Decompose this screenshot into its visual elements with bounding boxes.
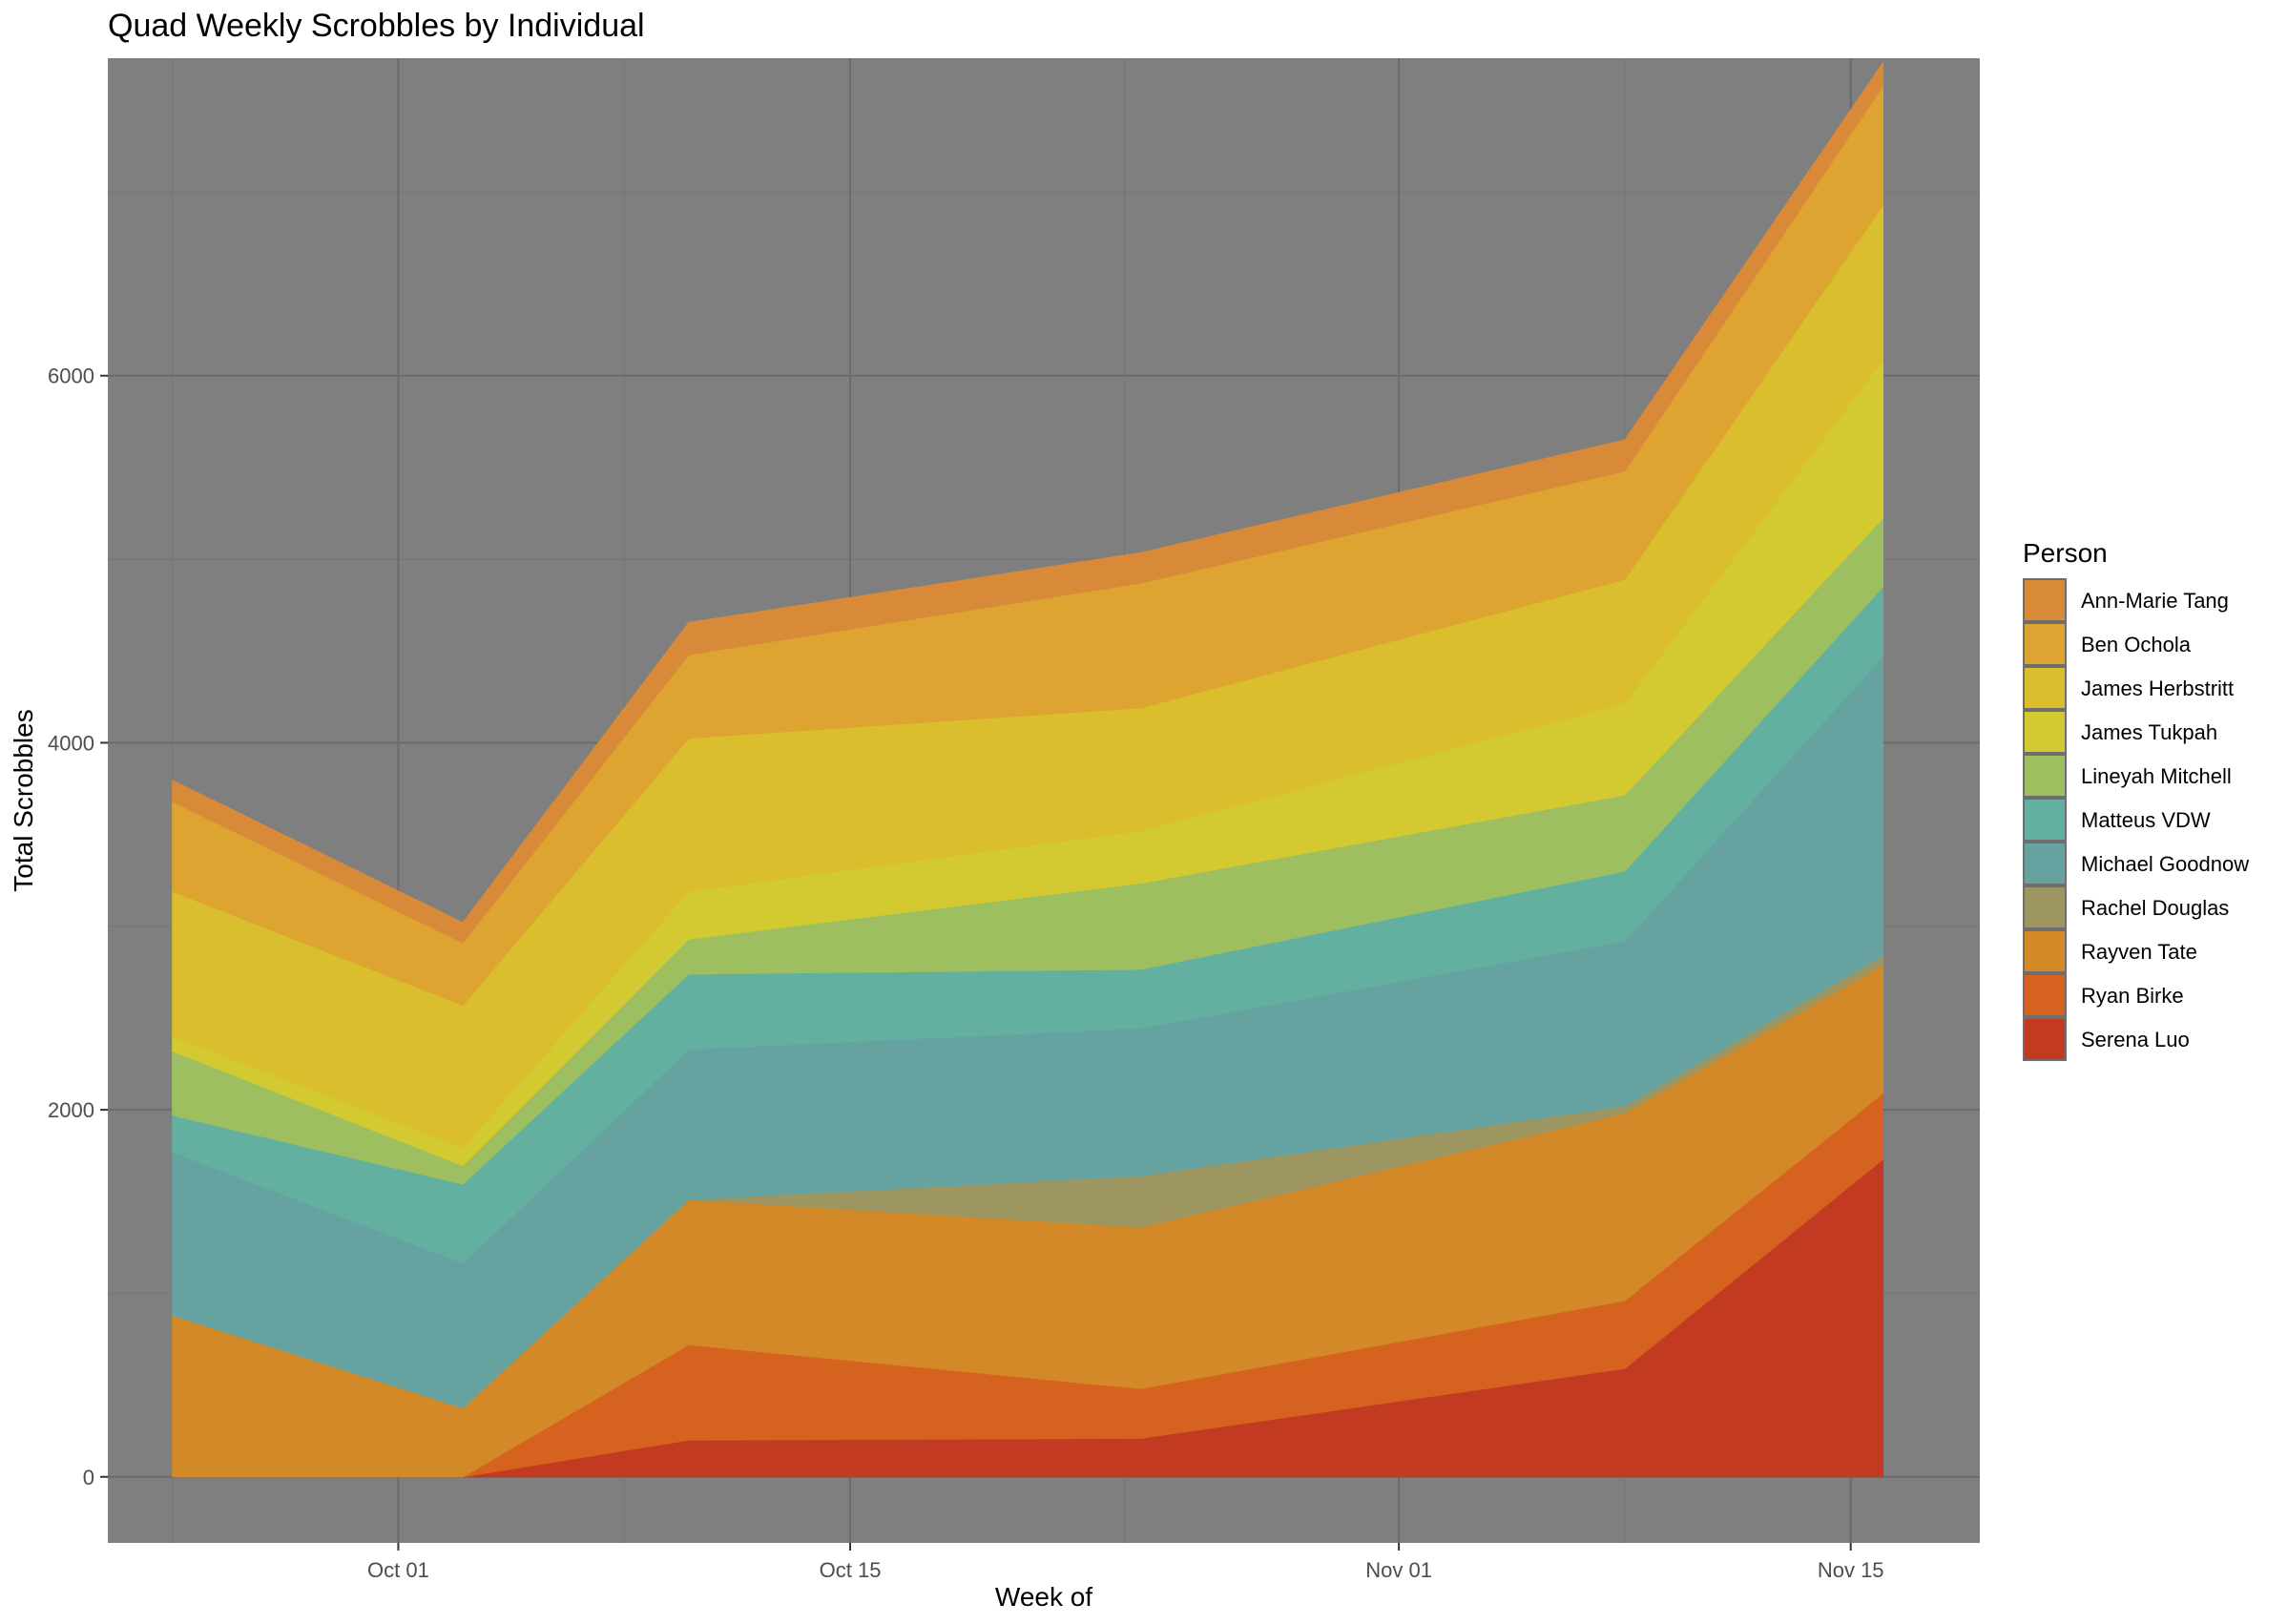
x-tick-label: Oct 15: [820, 1558, 882, 1582]
x-tick-label: Oct 01: [367, 1558, 429, 1582]
legend-label: James Tukpah: [2081, 720, 2217, 744]
legend-key-ann-marie-tang: [2023, 578, 2067, 622]
area-ann-marie-tang: [172, 61, 1883, 944]
y-axis: 0 2000 4000 6000: [48, 364, 108, 1489]
legend-label: Lineyah Mitchell: [2081, 764, 2232, 788]
legend-label: Serena Luo: [2081, 1028, 2190, 1051]
legend-label: Ann-Marie Tang: [2081, 589, 2229, 613]
y-tick-label: 0: [83, 1466, 94, 1489]
y-axis-title: Total Scrobbles: [9, 709, 38, 891]
legend-key-ryan-birke: [2023, 973, 2067, 1017]
legend-title: Person: [2023, 538, 2108, 568]
legend-key-rayven-tate: [2023, 929, 2067, 973]
legend-label: Rayven Tate: [2081, 940, 2197, 964]
x-axis: Oct 01 Oct 15 Nov 01 Nov 15: [367, 1543, 1884, 1582]
legend-key-james-herbstritt: [2023, 666, 2067, 710]
legend-key-ben-ochola: [2023, 622, 2067, 666]
chart-title: Quad Weekly Scrobbles by Individual: [108, 8, 645, 44]
legend-label: Michael Goodnow: [2081, 852, 2249, 876]
legend-key-matteus-vdw: [2023, 798, 2067, 842]
legend-label: Ryan Birke: [2081, 984, 2184, 1008]
y-tick-label: 6000: [48, 364, 94, 388]
x-tick-label: Nov 01: [1365, 1558, 1432, 1582]
y-tick-label: 2000: [48, 1098, 94, 1122]
legend-label: Matteus VDW: [2081, 808, 2211, 832]
legend-key-serena-luo: [2023, 1017, 2067, 1061]
legend: Person Ann-Marie Tang Ben Ochola James Her…: [2023, 538, 2249, 1061]
legend-key-james-tukpah: [2023, 710, 2067, 754]
legend-key-rachel-douglas: [2023, 885, 2067, 929]
x-axis-title: Week of: [995, 1582, 1092, 1612]
legend-label: James Herbstritt: [2081, 677, 2234, 700]
legend-key-lineyah-mitchell: [2023, 754, 2067, 798]
legend-label: Rachel Douglas: [2081, 896, 2229, 920]
area-series: [172, 61, 1883, 1478]
legend-key-michael-goodnow: [2023, 842, 2067, 885]
y-tick-label: 4000: [48, 731, 94, 755]
legend-label: Ben Ochola: [2081, 633, 2192, 656]
x-tick-label: Nov 15: [1818, 1558, 1884, 1582]
